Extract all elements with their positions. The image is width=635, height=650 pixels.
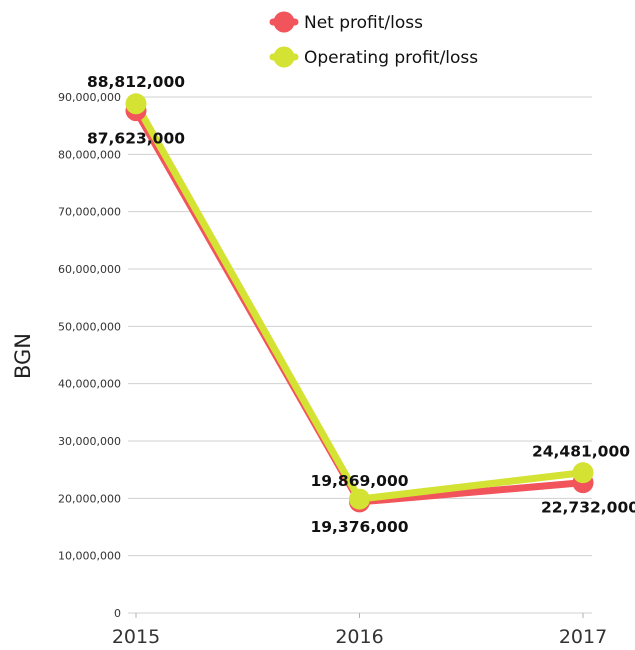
data-label: 22,732,000 (541, 499, 635, 517)
gridlines (128, 96, 592, 614)
data-label: 87,623,000 (87, 130, 185, 148)
data-labels: 87,623,000 19,376,000 22,732,000 88,812,000… (87, 73, 635, 536)
y-tick-label: 80,000,000 (58, 148, 121, 161)
legend: Net profit/loss Operating profit/loss (269, 11, 478, 68)
y-tick-label: 0 (114, 607, 121, 620)
legend-swatch-marker (273, 11, 295, 33)
y-tick-label: 40,000,000 (58, 378, 121, 391)
y-tick-label: 90,000,000 (58, 91, 121, 104)
series-lines (132, 100, 587, 506)
y-tick-label: 10,000,000 (58, 550, 121, 563)
x-tick-label: 2016 (335, 626, 383, 648)
y-tick-label: 30,000,000 (58, 435, 121, 448)
y-tick-label: 20,000,000 (58, 492, 121, 505)
data-point (572, 462, 594, 484)
legend-label: Operating profit/loss (304, 48, 478, 68)
x-tick-label: 2017 (559, 626, 607, 648)
series-points (125, 93, 594, 513)
y-tick-label: 70,000,000 (58, 206, 121, 219)
data-point (349, 488, 370, 510)
y-tick-label: 60,000,000 (58, 263, 121, 276)
x-tick-label: 2015 (112, 626, 160, 648)
legend-label: Net profit/loss (304, 13, 423, 33)
data-label: 19,376,000 (310, 518, 408, 536)
data-label: 88,812,000 (87, 73, 185, 91)
data-label: 24,481,000 (532, 443, 630, 461)
y-tick-label: 50,000,000 (58, 320, 121, 333)
axes: 0 10,000,000 20,000,000 30,000,000 40,000,00… (11, 91, 607, 648)
data-label: 19,869,000 (310, 472, 408, 490)
series-line-1 (132, 100, 587, 503)
y-axis-title: BGN (11, 333, 35, 379)
series-line-0 (132, 107, 587, 506)
data-point (125, 93, 147, 115)
legend-swatch-marker (273, 46, 295, 68)
